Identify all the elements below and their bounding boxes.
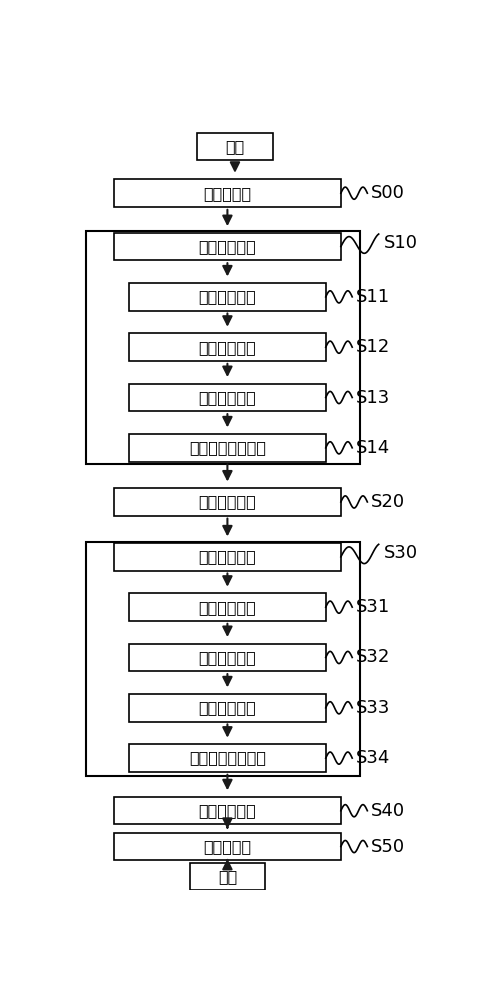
Text: 处理位置调整工序: 处理位置调整工序 xyxy=(189,440,266,455)
Text: S11: S11 xyxy=(356,288,390,306)
Text: 基板载置工序: 基板载置工序 xyxy=(199,600,256,615)
FancyBboxPatch shape xyxy=(129,384,326,411)
FancyBboxPatch shape xyxy=(114,833,341,860)
Text: S20: S20 xyxy=(371,493,405,511)
Text: S14: S14 xyxy=(356,439,390,457)
FancyBboxPatch shape xyxy=(114,179,341,207)
Text: 结束: 结束 xyxy=(218,869,237,884)
Text: S12: S12 xyxy=(356,338,390,356)
Text: 基板载置工序: 基板载置工序 xyxy=(199,289,256,304)
Text: S31: S31 xyxy=(356,598,390,616)
FancyBboxPatch shape xyxy=(129,694,326,722)
Text: 前处理工序: 前处理工序 xyxy=(203,186,251,201)
FancyBboxPatch shape xyxy=(129,333,326,361)
Text: 中心计算工序: 中心计算工序 xyxy=(199,700,256,715)
FancyBboxPatch shape xyxy=(189,863,265,890)
Text: S10: S10 xyxy=(385,234,418,252)
Text: S34: S34 xyxy=(356,749,390,767)
Text: 电极形成工序: 电极形成工序 xyxy=(199,803,256,818)
Text: S50: S50 xyxy=(371,838,405,856)
Text: S30: S30 xyxy=(385,544,419,562)
Text: 中心对准工序: 中心对准工序 xyxy=(199,549,256,564)
Text: S32: S32 xyxy=(356,648,390,666)
Text: 处理位置调整工序: 处理位置调整工序 xyxy=(189,751,266,766)
Text: S40: S40 xyxy=(371,802,405,820)
Text: S33: S33 xyxy=(356,699,390,717)
Text: 后处理工序: 后处理工序 xyxy=(203,839,251,854)
Text: 开始: 开始 xyxy=(225,139,244,154)
Text: 杂质注入工序: 杂质注入工序 xyxy=(199,494,256,509)
FancyBboxPatch shape xyxy=(129,744,326,772)
FancyBboxPatch shape xyxy=(129,644,326,671)
Bar xyxy=(85,542,360,776)
FancyBboxPatch shape xyxy=(129,283,326,311)
Text: S13: S13 xyxy=(356,389,390,407)
FancyBboxPatch shape xyxy=(114,233,341,260)
FancyBboxPatch shape xyxy=(129,434,326,462)
Text: 基板拍摄工序: 基板拍摄工序 xyxy=(199,650,256,665)
FancyBboxPatch shape xyxy=(129,593,326,621)
Bar xyxy=(85,231,360,464)
FancyBboxPatch shape xyxy=(114,488,341,516)
FancyBboxPatch shape xyxy=(197,133,273,160)
Text: S00: S00 xyxy=(371,184,405,202)
FancyBboxPatch shape xyxy=(114,797,341,824)
Text: 基板拍摄工序: 基板拍摄工序 xyxy=(199,340,256,355)
Text: 中心对准工序: 中心对准工序 xyxy=(199,239,256,254)
FancyBboxPatch shape xyxy=(114,543,341,571)
Text: 中心计算工序: 中心计算工序 xyxy=(199,390,256,405)
